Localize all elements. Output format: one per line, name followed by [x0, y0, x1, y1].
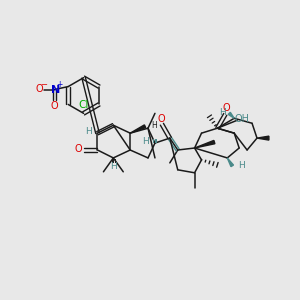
Text: H: H [110, 162, 117, 171]
Text: H: H [142, 136, 148, 146]
Text: H: H [219, 108, 226, 117]
Polygon shape [257, 136, 269, 140]
Text: OH: OH [235, 114, 250, 124]
Text: N: N [51, 85, 60, 94]
Text: O: O [50, 101, 58, 111]
Text: +: + [56, 80, 62, 89]
Text: O: O [36, 84, 43, 94]
Text: O: O [157, 114, 165, 124]
Text: O: O [223, 103, 230, 113]
Polygon shape [195, 140, 215, 148]
Polygon shape [130, 125, 146, 133]
Text: Cl: Cl [78, 100, 89, 110]
Polygon shape [228, 112, 234, 118]
Text: H: H [238, 161, 244, 170]
Text: H: H [151, 121, 157, 130]
Text: −: − [40, 80, 47, 89]
Polygon shape [227, 158, 233, 167]
Text: O: O [75, 144, 82, 154]
Text: H: H [85, 127, 92, 136]
